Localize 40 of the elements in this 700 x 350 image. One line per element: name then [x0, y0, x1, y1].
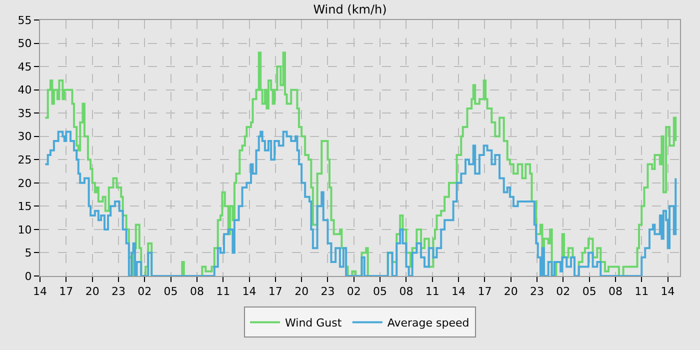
x-tick-label: 14: [660, 285, 675, 298]
x-tick-label: 23: [111, 285, 126, 298]
x-tick-label: 11: [634, 285, 649, 298]
x-tick-label: 08: [608, 285, 622, 298]
x-tick-label: 05: [164, 285, 178, 298]
x-tick-label: 23: [320, 285, 335, 298]
y-tick-label: 5: [24, 246, 32, 260]
y-tick-label: 0: [24, 270, 32, 283]
x-tick-label: 05: [582, 285, 596, 298]
x-tick-label: 20: [294, 285, 309, 298]
x-tick-label: 14: [452, 285, 466, 298]
x-tick-label: 02: [346, 285, 361, 298]
x-tick-label: 20: [85, 285, 100, 298]
x-tick-label: 17: [59, 285, 74, 298]
x-tick-label: 08: [190, 285, 204, 298]
x-tick-label: 02: [556, 285, 570, 298]
y-tick-label: 35: [18, 106, 32, 120]
x-tick-label: 14: [33, 285, 47, 298]
legend-label: Wind Gust: [285, 316, 342, 330]
y-tick-label: 15: [18, 200, 32, 214]
x-tick-label: 14: [242, 285, 256, 298]
chart-title: Wind (km/h): [313, 2, 387, 17]
x-tick-label: 05: [373, 285, 388, 298]
y-tick-label: 40: [18, 84, 32, 97]
y-tick-label: 20: [18, 176, 32, 190]
x-tick-label: 11: [425, 285, 440, 298]
x-tick-label: 11: [216, 285, 230, 298]
y-tick-label: 25: [18, 153, 32, 166]
y-tick-label: 10: [18, 223, 32, 236]
x-tick-label: 17: [478, 285, 492, 298]
x-tick-label: 20: [504, 285, 518, 298]
x-tick-label: 17: [268, 285, 282, 298]
y-tick-label: 45: [18, 60, 32, 74]
x-tick-label: 02: [138, 285, 152, 298]
x-tick-label: 08: [399, 285, 414, 298]
legend-label: Average speed: [387, 316, 470, 330]
y-tick-label: 50: [18, 37, 32, 50]
x-tick-label: 23: [530, 285, 544, 298]
y-tick-label: 55: [18, 14, 32, 27]
y-tick-label: 30: [18, 130, 32, 144]
